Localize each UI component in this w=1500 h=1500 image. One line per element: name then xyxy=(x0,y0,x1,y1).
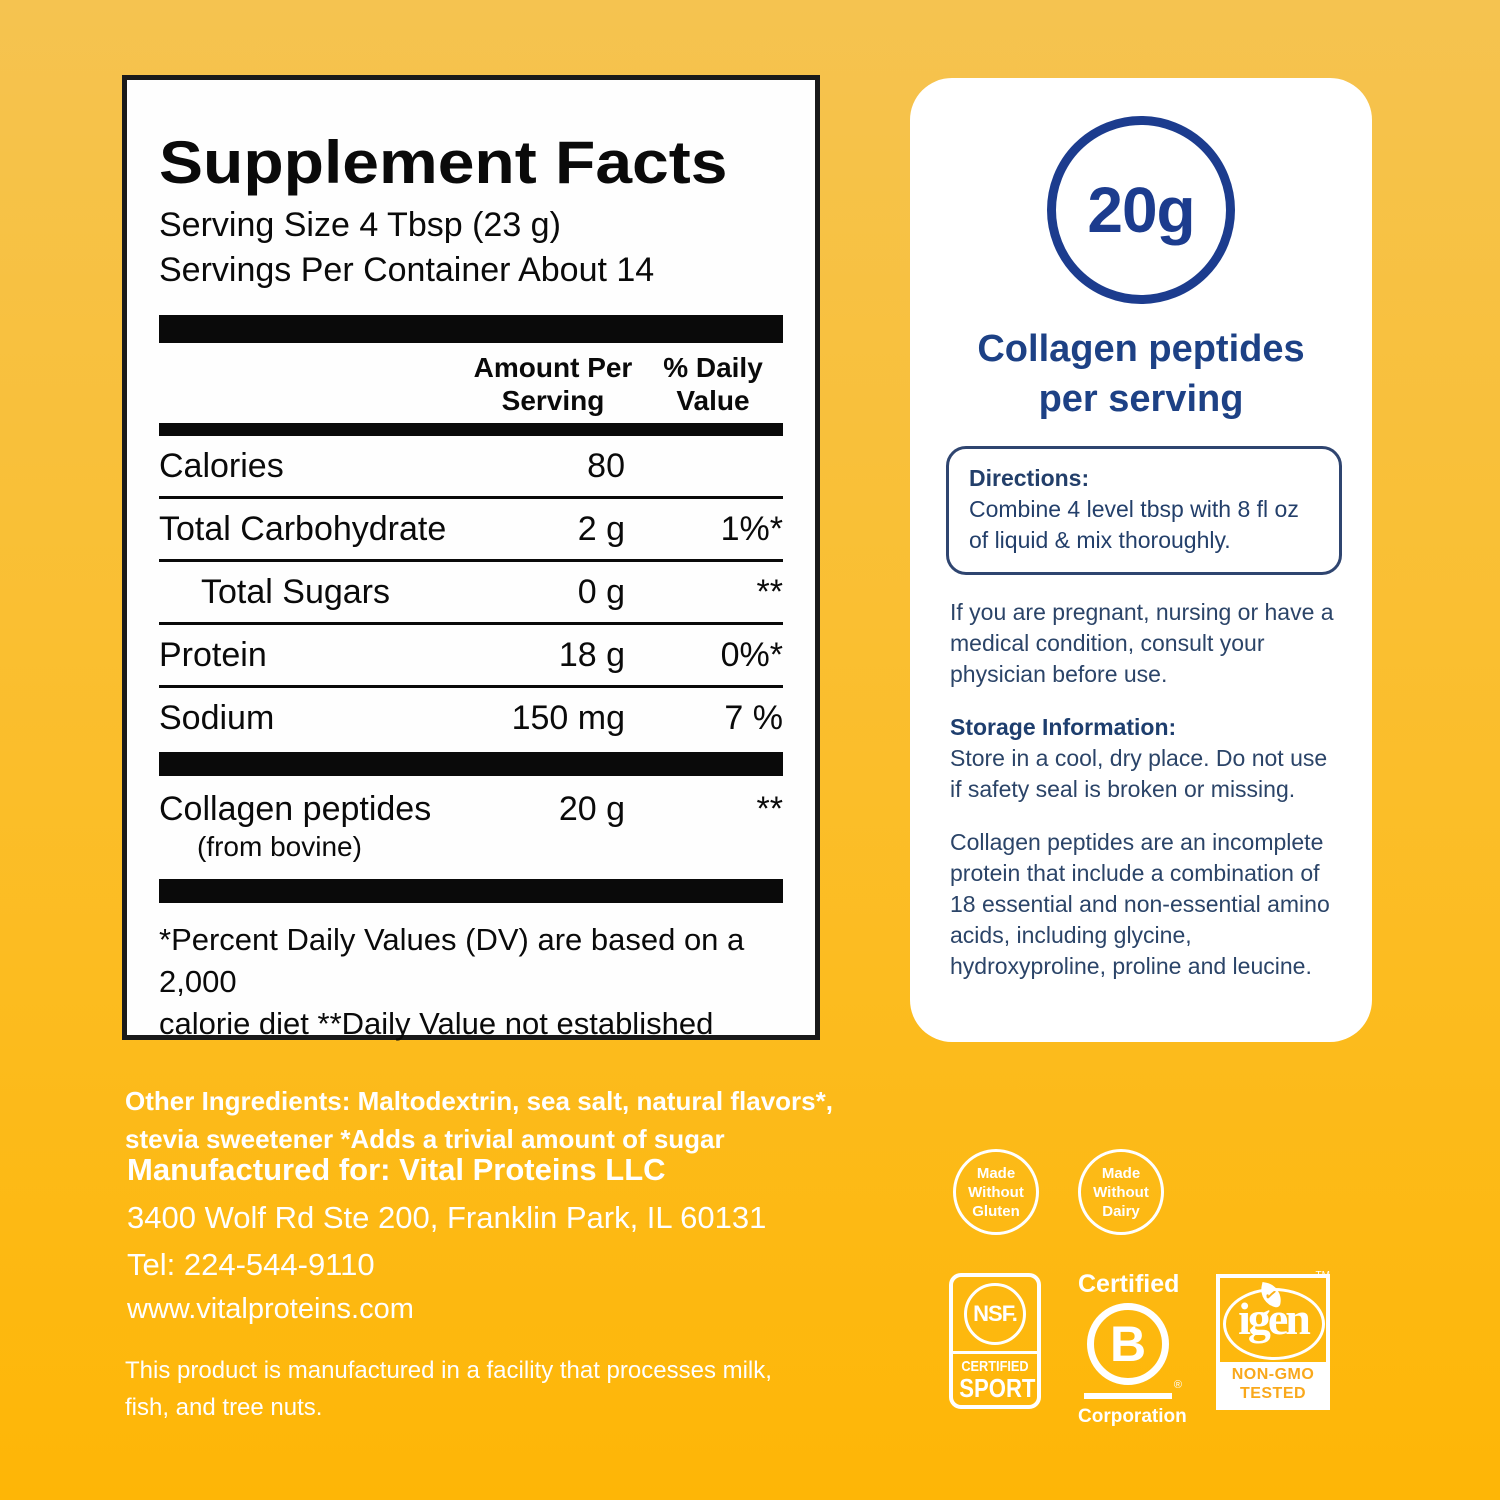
made-without-gluten-badge: Made Without Gluten xyxy=(953,1149,1039,1235)
daily-value-footnote: *Percent Daily Values (DV) are based on … xyxy=(159,919,783,1045)
nutrient-name: Protein xyxy=(159,635,267,674)
info-panel: 20g Collagen peptides per serving Direct… xyxy=(910,78,1372,1042)
registered-mark: ® xyxy=(1173,1379,1182,1391)
amino-note: Collagen peptides are an incomplete prot… xyxy=(950,829,1330,979)
tested-line: TESTED xyxy=(1239,1385,1307,1402)
nutrient-name: Total Sugars xyxy=(201,572,390,611)
nutrient-name: Collagen peptides xyxy=(159,790,432,828)
nutrient-amount: 2 g xyxy=(577,509,625,548)
column-header-dv-line2: Value xyxy=(676,385,750,416)
bcorp-corporation-label: Corporation xyxy=(1078,1406,1187,1427)
website-url: www.vitalproteins.com xyxy=(127,1293,414,1325)
nutrient-amount: 0 g xyxy=(577,572,625,611)
badge-line: Made xyxy=(976,1164,1016,1182)
nutrient-amount: 150 mg xyxy=(511,698,625,737)
badge-line: Without xyxy=(1093,1183,1149,1201)
nsf-certified-sport-badge: NSF. CERTIFIED SPORT xyxy=(949,1273,1041,1409)
badge-line: Without xyxy=(968,1183,1024,1201)
bcorp-certified-label: Certified xyxy=(1078,1270,1180,1298)
storage-body: Store in a cool, dry place. Do not use i… xyxy=(950,745,1328,802)
servings-per-container: Servings Per Container About 14 xyxy=(159,251,655,289)
badge-line: Made xyxy=(1101,1164,1141,1182)
column-header-amount-line2: Serving xyxy=(501,385,605,416)
bcorp-letter: B xyxy=(1109,1316,1147,1372)
storage-info: Storage Information: Store in a cool, dr… xyxy=(950,712,1342,805)
table-header-row: Amount Per Serving % Daily Value xyxy=(159,343,783,423)
serving-size: Serving Size 4 Tbsp (23 g) xyxy=(159,206,561,244)
bcorp-underline: ® xyxy=(1084,1379,1182,1399)
table-row-calories: Calories 80 xyxy=(159,436,783,496)
nsf-divider xyxy=(953,1351,1037,1354)
table-row-sodium: Sodium 150 mg 7 % xyxy=(159,685,783,748)
nutrient-amount: 20 g xyxy=(558,790,625,828)
nutrient-amount: 18 g xyxy=(558,635,625,674)
manufacturer: Manufactured for: Vital Proteins LLC xyxy=(127,1152,666,1187)
storage-title: Storage Information: xyxy=(950,714,1177,740)
directions-body: Combine 4 level tbsp with 8 fl oz of liq… xyxy=(969,496,1299,553)
divider-bar-medium xyxy=(159,423,783,436)
divider-bar-thick xyxy=(159,315,783,343)
column-header-amount: Amount Per Serving xyxy=(463,351,643,417)
footnote-line2: calorie diet **Daily Value not establish… xyxy=(159,1006,714,1041)
nutrient-name: Total Carbohydrate xyxy=(159,509,447,548)
manufacturer-address: 3400 Wolf Rd Ste 200, Franklin Park, IL … xyxy=(127,1200,767,1235)
nutrient-dv: 1%* xyxy=(720,509,783,548)
collagen-source: (from bovine) xyxy=(197,831,362,862)
column-header-dv-line1: % Daily xyxy=(663,352,763,383)
nutrient-dv: ** xyxy=(756,790,783,828)
leaf-check-glyph: ✓ xyxy=(1262,1285,1279,1306)
nutrient-dv: ** xyxy=(756,572,783,611)
igen-non-gmo-badge: TM igen ✓ NON-GMO TESTED xyxy=(1216,1270,1330,1410)
badge-line: Dairy xyxy=(1102,1202,1140,1220)
collagen-heading-line2: per serving xyxy=(1038,378,1244,420)
trademark-mark: TM xyxy=(1315,1270,1330,1281)
table-row-protein: Protein 18 g 0%* xyxy=(159,622,783,685)
facility-allergen-note: This product is manufactured in a facili… xyxy=(125,1352,772,1426)
directions-title: Directions: xyxy=(969,465,1090,491)
nutrient-name: Sodium xyxy=(159,698,275,737)
nutrient-name: Calories xyxy=(159,446,284,485)
telephone: Tel: 224-544-9110 xyxy=(127,1247,375,1282)
badge-line: Gluten xyxy=(972,1202,1020,1220)
non-gmo-tested-label: NON-GMO TESTED xyxy=(1220,1362,1326,1406)
collagen-heading-line1: Collagen peptides xyxy=(977,328,1305,370)
table-row-sugars: Total Sugars 0 g ** xyxy=(159,559,783,622)
b-corporation-badge: Certified B ® Corporation xyxy=(1078,1270,1187,1428)
nutrient-dv: 7 % xyxy=(724,698,783,737)
supplement-facts-title: Supplement Facts xyxy=(159,129,728,196)
table-row-collagen: Collagen peptides 20 g ** xyxy=(159,790,783,829)
bcorp-logo-icon: B xyxy=(1087,1303,1169,1385)
nutrient-dv: 0%* xyxy=(720,635,783,674)
footnote-line1: *Percent Daily Values (DV) are based on … xyxy=(159,922,745,999)
directions-box: Directions: Combine 4 level tbsp with 8 … xyxy=(946,446,1342,575)
supplement-facts-panel: Supplement Facts Serving Size 4 Tbsp (23… xyxy=(122,75,820,1041)
column-header-dv: % Daily Value xyxy=(643,351,783,417)
other-ingredients-line2: stevia sweetener *Adds a trivial amount … xyxy=(125,1124,725,1154)
made-without-dairy-badge: Made Without Dairy xyxy=(1078,1149,1164,1235)
column-header-amount-line1: Amount Per xyxy=(473,352,633,383)
collagen-heading: Collagen peptides per serving xyxy=(910,324,1372,424)
nsf-logo-text: NSF. xyxy=(973,1301,1018,1326)
collagen-section: Collagen peptides 20 g ** (from bovine) xyxy=(159,776,783,879)
collagen-amount-badge: 20g xyxy=(1047,116,1235,304)
pregnancy-note: If you are pregnant, nursing or have a m… xyxy=(950,599,1334,687)
divider-bar-heavy xyxy=(159,879,783,903)
divider-bar-heavy xyxy=(159,752,783,776)
collagen-amount-value: 20g xyxy=(1087,174,1195,246)
nsf-certified-label: CERTIFIED xyxy=(961,1358,1029,1375)
nsf-sport-label: SPORT xyxy=(959,1373,1036,1403)
nsf-logo-icon: NSF. xyxy=(964,1283,1026,1345)
nutrient-amount: 80 xyxy=(587,446,625,485)
facility-note-line2: fish, and tree nuts. xyxy=(125,1394,323,1421)
non-gmo-line: NON-GMO xyxy=(1231,1366,1315,1383)
other-ingredients: Other Ingredients: Maltodextrin, sea sal… xyxy=(125,1082,833,1158)
table-row-carbohydrate: Total Carbohydrate 2 g 1%* xyxy=(159,496,783,559)
other-ingredients-line1: Other Ingredients: Maltodextrin, sea sal… xyxy=(125,1086,833,1116)
facility-note-line1: This product is manufactured in a facili… xyxy=(125,1357,772,1384)
